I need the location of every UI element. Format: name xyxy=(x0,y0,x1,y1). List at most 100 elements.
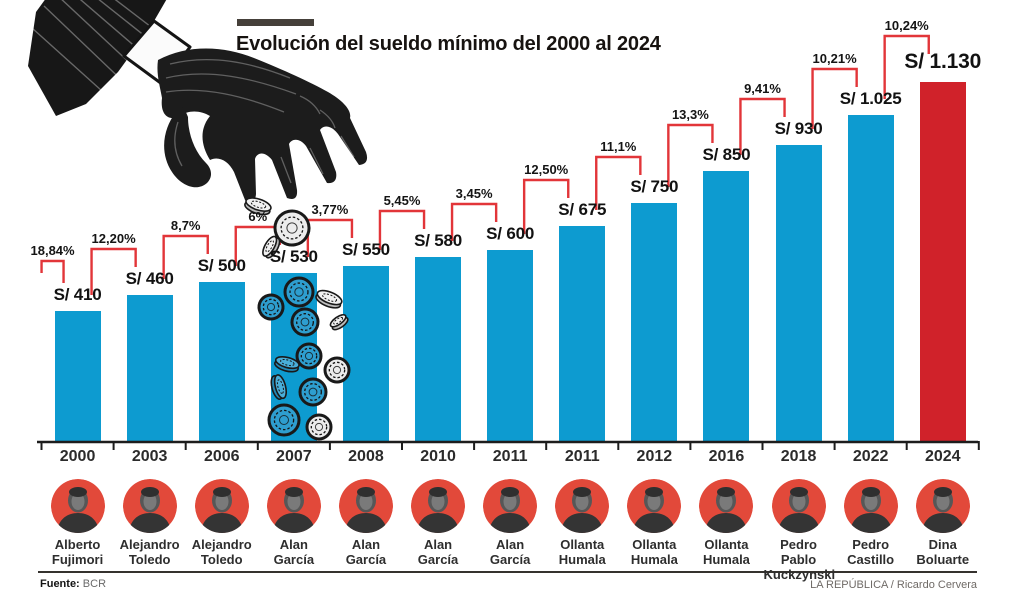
pct-increase-label: 12,20% xyxy=(91,231,136,246)
pct-increase-label: 13,3% xyxy=(671,107,709,122)
increase-bracket xyxy=(739,97,786,155)
increase-bracket xyxy=(450,202,498,241)
pct-increase-label: 10,21% xyxy=(812,51,857,66)
year-label: 2016 xyxy=(708,448,745,465)
president-photo-icon xyxy=(915,479,970,533)
president-photo xyxy=(915,479,970,533)
year-label: 2006 xyxy=(203,448,240,465)
pct-increase-label: 3,77% xyxy=(311,202,349,217)
president-photo-icon xyxy=(50,479,105,533)
bar-value-label: S/ 850 xyxy=(702,145,751,164)
year-label: 2024 xyxy=(924,448,961,465)
falling-coins xyxy=(244,197,351,441)
chart-bar-2012 xyxy=(631,203,678,441)
coin-icon xyxy=(283,276,315,308)
president-photo-icon xyxy=(411,479,466,533)
credit-note: LA REPÚBLICA / Ricardo Cervera xyxy=(810,579,977,591)
pct-increase-label: 6% xyxy=(248,209,268,224)
president-name: Alejandro Toledo xyxy=(119,537,180,567)
president-photo-icon xyxy=(266,479,321,533)
president-photo xyxy=(266,479,321,533)
footer-divider xyxy=(38,571,977,573)
chart-bar-2006 xyxy=(198,282,245,441)
coin-icon xyxy=(295,342,323,370)
president-photo-icon xyxy=(843,479,898,533)
increase-bracket xyxy=(595,155,642,210)
pct-increase-label: 5,45% xyxy=(383,193,421,208)
coin-icon xyxy=(274,355,300,373)
president-photo xyxy=(483,479,538,533)
increase-bracket xyxy=(306,218,354,257)
increase-bracket xyxy=(522,178,570,234)
year-label: 2018 xyxy=(780,448,817,465)
coin-icon xyxy=(315,289,343,309)
bar-value-label: S/ 1.130 xyxy=(904,50,982,73)
president-photo xyxy=(699,479,754,533)
president-photo xyxy=(50,479,105,533)
president-name: Alan García xyxy=(345,537,387,567)
president-photo xyxy=(194,479,249,533)
year-label: 2000 xyxy=(59,448,96,465)
page-title: Evolución del sueldo mínimo del 2000 al … xyxy=(236,33,661,55)
chart-bar-2010 xyxy=(415,257,462,441)
increase-bracket xyxy=(667,123,714,187)
president-name: Ollanta Humala xyxy=(702,537,750,567)
bar-value-label: S/ 675 xyxy=(558,200,607,219)
coin-icon xyxy=(267,403,301,437)
president-photo-icon xyxy=(483,479,538,533)
president-name: Alan García xyxy=(417,537,459,567)
president-name: Alejandro Toledo xyxy=(191,537,252,567)
president-photo xyxy=(555,479,610,533)
increase-bracket xyxy=(811,67,858,129)
president-photo-icon xyxy=(627,479,682,533)
bar-value-label: S/ 600 xyxy=(486,224,535,243)
pct-increase-label: 3,45% xyxy=(455,186,493,201)
bar-value-label: S/ 930 xyxy=(774,119,823,138)
president-photo-icon xyxy=(122,479,177,533)
coin-icon xyxy=(290,307,320,337)
chart-bar-2000 xyxy=(54,311,101,441)
bar-value-label: S/ 500 xyxy=(197,256,246,275)
year-label: 2022 xyxy=(852,448,889,465)
chart-bar-2024 xyxy=(919,82,966,441)
chart-bar-2011 xyxy=(559,226,606,441)
president-photo xyxy=(411,479,466,533)
president-photo xyxy=(843,479,898,533)
increase-bracket xyxy=(162,234,209,279)
pct-increase-label: 11,1% xyxy=(600,139,637,154)
increase-bracket xyxy=(90,247,137,295)
president-name: Ollanta Humala xyxy=(558,537,606,567)
year-label: 2010 xyxy=(420,448,456,465)
increase-bracket xyxy=(40,259,65,283)
coin-icon xyxy=(298,377,328,407)
year-label: 2011 xyxy=(564,448,600,465)
year-label: 2011 xyxy=(492,448,528,465)
president-name: Alberto Fujimori xyxy=(51,537,104,567)
year-label: 2008 xyxy=(348,448,384,465)
chart-bar-2022 xyxy=(847,115,894,441)
pct-increase-label: 12,50% xyxy=(524,162,569,177)
chart-bar-2016 xyxy=(703,171,750,441)
increase-bracket xyxy=(883,34,930,99)
president-photo xyxy=(627,479,682,533)
bar-value-label: S/ 1.025 xyxy=(839,89,902,108)
chart-bar-2011 xyxy=(487,250,534,441)
coin-icon xyxy=(257,293,285,321)
president-photo xyxy=(122,479,177,533)
bar-value-label: S/ 460 xyxy=(125,269,174,288)
source-note: Fuente: BCR xyxy=(40,578,106,590)
title-accent-bar xyxy=(237,19,314,26)
source-value: BCR xyxy=(82,578,107,590)
chart-bar-2003 xyxy=(126,295,173,441)
president-name: Alan García xyxy=(489,537,531,567)
president-name: Alan García xyxy=(273,537,315,567)
bar-value-label: S/ 410 xyxy=(53,285,102,304)
president-photo-icon xyxy=(555,479,610,533)
bar-value-label: S/ 580 xyxy=(414,231,463,250)
increase-bracket xyxy=(378,209,426,250)
president-name: Pedro Castillo xyxy=(847,537,895,567)
president-photo-icon xyxy=(699,479,754,533)
